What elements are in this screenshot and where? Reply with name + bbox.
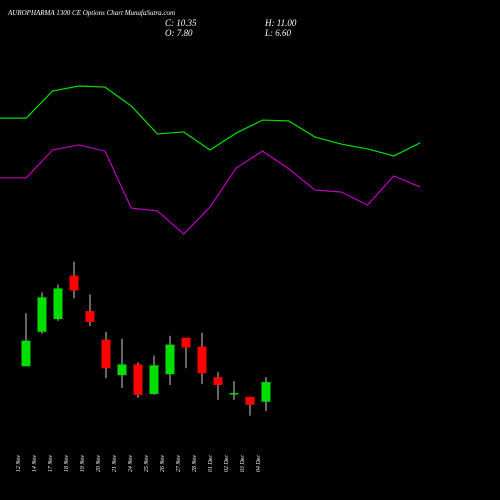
candle-body — [149, 365, 159, 394]
ohlc-label: H: 11.00 — [264, 18, 297, 28]
ohlc-label: L: 6.60 — [264, 28, 292, 38]
x-tick-label: 28 Nov — [192, 455, 198, 473]
candle-body — [261, 382, 271, 402]
candle-body — [37, 297, 47, 332]
candle-body — [133, 364, 143, 395]
x-tick-label: 19 Nov — [80, 455, 86, 473]
x-tick-label: 17 Nov — [48, 455, 54, 473]
candle-body — [165, 344, 175, 375]
x-tick-label: 26 Nov — [160, 455, 166, 473]
candle-body — [117, 364, 127, 376]
x-tick-label: 20 Nov — [96, 455, 102, 473]
indicator-line — [0, 85, 421, 157]
candle-body — [229, 392, 239, 395]
x-tick-label: 14 Nov — [31, 455, 38, 473]
candle-body — [69, 275, 79, 291]
x-tick-label: 01 Dec — [208, 455, 214, 472]
x-tick-label: 24 Nov — [127, 455, 134, 473]
chart-title: AUROPHARMA 1300 CE Options Chart MunafaS… — [7, 9, 175, 17]
x-tick-label: 02 Dec — [224, 455, 230, 472]
candle-body — [213, 377, 223, 386]
x-tick-label: 12 Nov — [16, 455, 22, 473]
candle-body — [85, 311, 95, 322]
ohlc-label: C: 10.35 — [165, 18, 197, 28]
candle-body — [245, 396, 255, 405]
candle-body — [101, 339, 111, 369]
x-tick-label: 25 Nov — [144, 455, 150, 473]
x-tick-label: 04 Dec — [255, 455, 262, 472]
candle-body — [197, 346, 207, 374]
x-tick-label: 21 Nov — [112, 455, 118, 473]
candle-body — [21, 340, 31, 367]
x-tick-label: 18 Nov — [64, 455, 70, 473]
ohlc-label: O: 7.80 — [165, 28, 193, 38]
indicator-line — [0, 144, 421, 235]
candle-body — [53, 288, 63, 320]
x-tick-label: 27 Nov — [176, 455, 182, 473]
candle-body — [181, 337, 191, 348]
x-tick-label: 03 Dec — [240, 455, 246, 472]
